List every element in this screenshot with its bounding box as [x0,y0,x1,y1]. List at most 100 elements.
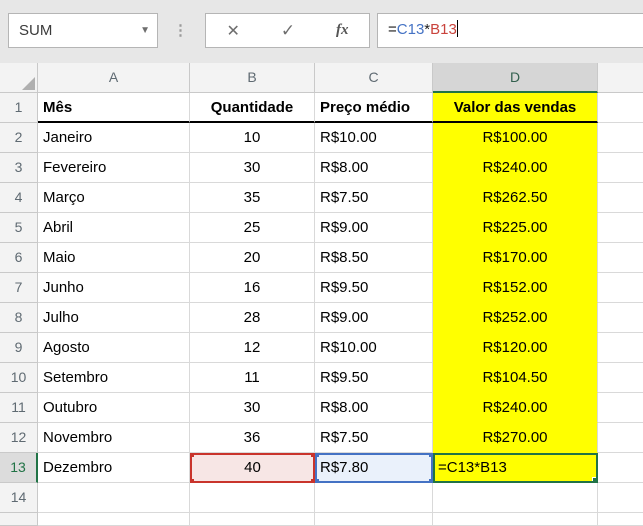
cell-C3[interactable]: R$8.00 [315,153,433,183]
cell-C9[interactable]: R$10.00 [315,333,433,363]
cell-D5[interactable]: R$225.00 [433,213,598,243]
row-header-1[interactable]: 1 [0,93,38,123]
cell-A5[interactable]: Abril [38,213,190,243]
cell-E15[interactable] [598,513,643,526]
formula-input[interactable]: =C13*B13 [377,13,643,48]
cell-A7[interactable]: Junho [38,273,190,303]
cell-C5[interactable]: R$9.00 [315,213,433,243]
cell-B7[interactable]: 16 [190,273,315,303]
cell-E13[interactable] [598,453,643,483]
red-selection-handle-tr[interactable] [311,455,313,457]
row-header-5[interactable]: 5 [0,213,38,243]
red-selection-handle-tl[interactable] [192,455,194,457]
cell-B15[interactable] [190,513,315,526]
fill-handle[interactable] [592,477,596,481]
cell-B5[interactable]: 25 [190,213,315,243]
cell-A1[interactable]: Mês [38,93,190,123]
cell-B2[interactable]: 10 [190,123,315,153]
cell-B4[interactable]: 35 [190,183,315,213]
cell-D14[interactable] [433,483,598,513]
column-header-a[interactable]: A [38,63,190,93]
row-header-10[interactable]: 10 [0,363,38,393]
cell-D7[interactable]: R$152.00 [433,273,598,303]
cell-D13[interactable]: =C13*B13 [433,453,598,483]
column-header-e-partial[interactable] [598,63,643,93]
row-header-7[interactable]: 7 [0,273,38,303]
cell-B9[interactable]: 12 [190,333,315,363]
cell-B11[interactable]: 30 [190,393,315,423]
cell-E9[interactable] [598,333,643,363]
cell-C1[interactable]: Preço médio [315,93,433,123]
row-header-11[interactable]: 11 [0,393,38,423]
cell-A4[interactable]: Março [38,183,190,213]
cell-D9[interactable]: R$120.00 [433,333,598,363]
cell-D15[interactable] [433,513,598,526]
cell-B8[interactable]: 28 [190,303,315,333]
cell-A12[interactable]: Novembro [38,423,190,453]
red-selection-handle-br[interactable] [311,479,313,481]
cell-E3[interactable] [598,153,643,183]
cell-B12[interactable]: 36 [190,423,315,453]
cell-D12[interactable]: R$270.00 [433,423,598,453]
cell-D2[interactable]: R$100.00 [433,123,598,153]
cell-C7[interactable]: R$9.50 [315,273,433,303]
row-header-2[interactable]: 2 [0,123,38,153]
cell-E2[interactable] [598,123,643,153]
cell-C2[interactable]: R$10.00 [315,123,433,153]
cell-A3[interactable]: Fevereiro [38,153,190,183]
enter-icon[interactable]: ✓ [280,20,296,40]
red-selection-handle-bl[interactable] [192,479,194,481]
cell-A10[interactable]: Setembro [38,363,190,393]
insert-function-icon[interactable]: fx [336,22,349,38]
cell-B10[interactable]: 11 [190,363,315,393]
cell-B14[interactable] [190,483,315,513]
cell-C15[interactable] [315,513,433,526]
cell-D3[interactable]: R$240.00 [433,153,598,183]
name-box[interactable]: SUM ▼ [8,13,158,48]
name-box-dropdown-icon[interactable]: ▼ [140,25,150,36]
cell-D11[interactable]: R$240.00 [433,393,598,423]
cell-C13[interactable]: R$7.80 [315,453,433,483]
cell-A6[interactable]: Maio [38,243,190,273]
cell-B1[interactable]: Quantidade [190,93,315,123]
blue-selection-handle-bl[interactable] [317,479,319,481]
cell-E6[interactable] [598,243,643,273]
cell-B13[interactable]: 40 [190,453,315,483]
cell-E8[interactable] [598,303,643,333]
row-header-14[interactable]: 14 [0,483,38,513]
cell-C14[interactable] [315,483,433,513]
cell-C4[interactable]: R$7.50 [315,183,433,213]
column-header-b[interactable]: B [190,63,315,93]
cell-C10[interactable]: R$9.50 [315,363,433,393]
cell-E11[interactable] [598,393,643,423]
blue-selection-handle-br[interactable] [429,479,431,481]
cell-A14[interactable] [38,483,190,513]
row-header-6[interactable]: 6 [0,243,38,273]
row-header-8[interactable]: 8 [0,303,38,333]
column-header-c[interactable]: C [315,63,433,93]
cell-E7[interactable] [598,273,643,303]
cell-A2[interactable]: Janeiro [38,123,190,153]
blue-selection-handle-tr[interactable] [429,455,431,457]
row-header-15[interactable] [0,513,38,526]
cancel-icon[interactable]: ✕ [226,22,240,40]
row-header-13[interactable]: 13 [0,453,38,483]
row-header-9[interactable]: 9 [0,333,38,363]
cell-C12[interactable]: R$7.50 [315,423,433,453]
cell-E10[interactable] [598,363,643,393]
cell-A15[interactable] [38,513,190,526]
cell-A9[interactable]: Agosto [38,333,190,363]
cell-D4[interactable]: R$262.50 [433,183,598,213]
cell-E1[interactable] [598,93,643,123]
blue-selection-handle-tl[interactable] [317,455,319,457]
cell-E14[interactable] [598,483,643,513]
cell-E5[interactable] [598,213,643,243]
cell-B6[interactable]: 20 [190,243,315,273]
cell-C6[interactable]: R$8.50 [315,243,433,273]
cell-C11[interactable]: R$8.00 [315,393,433,423]
cell-D8[interactable]: R$252.00 [433,303,598,333]
cell-E4[interactable] [598,183,643,213]
cell-A11[interactable]: Outubro [38,393,190,423]
row-header-12[interactable]: 12 [0,423,38,453]
cell-D6[interactable]: R$170.00 [433,243,598,273]
